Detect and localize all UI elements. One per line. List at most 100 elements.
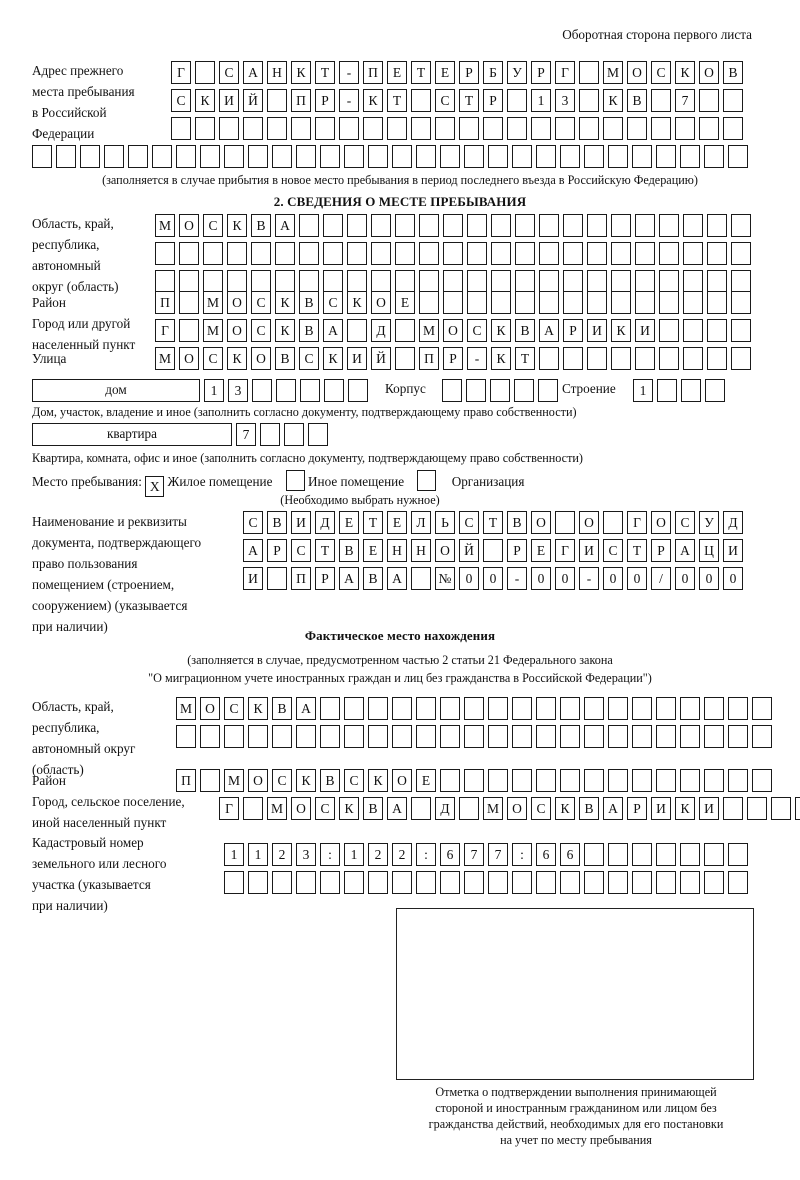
prev-address-r2-cell-10[interactable]: Т — [387, 89, 407, 112]
cadastral-r2-cell-21[interactable] — [704, 871, 724, 894]
document-r1-cell-7[interactable]: Е — [387, 511, 407, 534]
stay-district-cell-15[interactable] — [491, 291, 511, 314]
stay-district-cell-19[interactable] — [587, 291, 607, 314]
cadastral-r2-cell-8[interactable] — [392, 871, 412, 894]
document-r3-cell-9[interactable]: № — [435, 567, 455, 590]
prev-address-r3-cell-15[interactable] — [507, 117, 527, 140]
stay-street-cell-6[interactable]: В — [275, 347, 295, 370]
stay-street-cell-12[interactable]: П — [419, 347, 439, 370]
document-r3-cell-15[interactable]: - — [579, 567, 599, 590]
actual-district-cell-3[interactable]: М — [224, 769, 244, 792]
stay-street-cell-23[interactable] — [683, 347, 703, 370]
stay-city-cell-9[interactable] — [347, 319, 367, 342]
cadastral-r2-cell-12[interactable] — [488, 871, 508, 894]
document-r3-cell-17[interactable]: 0 — [627, 567, 647, 590]
actual-district-cell-23[interactable] — [704, 769, 724, 792]
stay-street-cell-24[interactable] — [707, 347, 727, 370]
document-r1-cell-6[interactable]: Т — [363, 511, 383, 534]
prev-address-r3-cell-17[interactable] — [555, 117, 575, 140]
actual-district-cell-12[interactable] — [440, 769, 460, 792]
stay-district-cell-8[interactable]: С — [323, 291, 343, 314]
actual-region-r1-cell-23[interactable] — [704, 697, 724, 720]
stay-region-r2-cell-9[interactable] — [347, 242, 367, 265]
stay-region-r1-cell-11[interactable] — [395, 214, 415, 237]
prev-address-r4-cell-19[interactable] — [464, 145, 484, 168]
prev-address-r2-cell-19[interactable]: К — [603, 89, 623, 112]
actual-region-r2-cell-10[interactable] — [392, 725, 412, 748]
prev-address-r1-cell-4[interactable]: А — [243, 61, 263, 84]
house-cell-2[interactable]: 3 — [228, 379, 248, 402]
actual-region-r2-cell-8[interactable] — [344, 725, 364, 748]
stay-district-cell-18[interactable] — [563, 291, 583, 314]
stroenie-cells[interactable]: 1 — [633, 379, 725, 402]
document-r3-cell-6[interactable]: В — [363, 567, 383, 590]
stay-city-cell-7[interactable]: В — [299, 319, 319, 342]
stay-street-cell-25[interactable] — [731, 347, 751, 370]
cadastral-r1-cell-2[interactable]: 1 — [248, 843, 268, 866]
prev-address-r2-cell-12[interactable]: С — [435, 89, 455, 112]
actual-region-r2-cell-24[interactable] — [728, 725, 748, 748]
prev-address-row-3[interactable] — [171, 117, 743, 140]
stay-district-cell-2[interactable] — [179, 291, 199, 314]
stay-city-cell-3[interactable]: М — [203, 319, 223, 342]
actual-region-r1-cell-24[interactable] — [728, 697, 748, 720]
actual-region-r1-cell-16[interactable] — [536, 697, 556, 720]
document-r1-cell-10[interactable]: С — [459, 511, 479, 534]
stay-region-r2-cell-8[interactable] — [323, 242, 343, 265]
actual-city-cell-8[interactable]: А — [387, 797, 407, 820]
stay-region-r2-cell-11[interactable] — [395, 242, 415, 265]
stroenie-cell-1[interactable]: 1 — [633, 379, 653, 402]
stay-region-r2-cell-18[interactable] — [563, 242, 583, 265]
document-r2-cell-17[interactable]: Т — [627, 539, 647, 562]
prev-address-r4-cell-17[interactable] — [416, 145, 436, 168]
actual-region-r1-cell-2[interactable]: О — [200, 697, 220, 720]
document-r2-cell-2[interactable]: Р — [267, 539, 287, 562]
actual-district-cell-21[interactable] — [656, 769, 676, 792]
document-r2-cell-8[interactable]: Н — [411, 539, 431, 562]
prev-address-r2-cell-15[interactable] — [507, 89, 527, 112]
stay-city-cell-11[interactable] — [395, 319, 415, 342]
stay-district-cell-7[interactable]: В — [299, 291, 319, 314]
actual-region-r1-cell-9[interactable] — [368, 697, 388, 720]
stay-region-r1-cell-12[interactable] — [419, 214, 439, 237]
stay-region-r3-cell-21[interactable] — [635, 270, 655, 293]
prev-address-r1-cell-11[interactable]: Т — [411, 61, 431, 84]
actual-region-r2-cell-23[interactable] — [704, 725, 724, 748]
document-r2-cell-20[interactable]: Ц — [699, 539, 719, 562]
cadastral-r1-cell-5[interactable]: : — [320, 843, 340, 866]
actual-region-r1-cell-14[interactable] — [488, 697, 508, 720]
cadastral-r1-cell-20[interactable] — [680, 843, 700, 866]
stay-district-cell-9[interactable]: К — [347, 291, 367, 314]
actual-region-r2-cell-7[interactable] — [320, 725, 340, 748]
stay-region-r2-cell-3[interactable] — [203, 242, 223, 265]
prev-address-r2-cell-23[interactable] — [699, 89, 719, 112]
actual-region-r2-cell-21[interactable] — [656, 725, 676, 748]
actual-city-cell-22[interactable] — [723, 797, 743, 820]
stamp-area[interactable] — [396, 908, 754, 1080]
prev-address-r1-cell-12[interactable]: Е — [435, 61, 455, 84]
prev-address-r4-cell-29[interactable] — [704, 145, 724, 168]
stay-street-cell-7[interactable]: С — [299, 347, 319, 370]
actual-region-r1-cell-1[interactable]: М — [176, 697, 196, 720]
stay-region-r2-cell-25[interactable] — [731, 242, 751, 265]
stay-region-r3-cell-10[interactable] — [371, 270, 391, 293]
cadastral-r1-cell-12[interactable]: 7 — [488, 843, 508, 866]
korpus-cell-5[interactable] — [538, 379, 558, 402]
cadastral-r2-cell-2[interactable] — [248, 871, 268, 894]
prev-address-r2-cell-13[interactable]: Т — [459, 89, 479, 112]
prev-address-r1-cell-7[interactable]: Т — [315, 61, 335, 84]
actual-region-r2-cell-3[interactable] — [224, 725, 244, 748]
stay-district-cell-25[interactable] — [731, 291, 751, 314]
stay-region-r2-cell-19[interactable] — [587, 242, 607, 265]
document-r3-cell-3[interactable]: П — [291, 567, 311, 590]
house-cell-5[interactable] — [300, 379, 320, 402]
cadastral-r1-cell-1[interactable]: 1 — [224, 843, 244, 866]
prev-address-r4-cell-20[interactable] — [488, 145, 508, 168]
house-cell-6[interactable] — [324, 379, 344, 402]
stay-region-r3-cell-5[interactable] — [251, 270, 271, 293]
stay-region-r2-cell-5[interactable] — [251, 242, 271, 265]
document-r1-cell-8[interactable]: Л — [411, 511, 431, 534]
document-r2-cell-11[interactable] — [483, 539, 503, 562]
prev-address-r4-cell-30[interactable] — [728, 145, 748, 168]
